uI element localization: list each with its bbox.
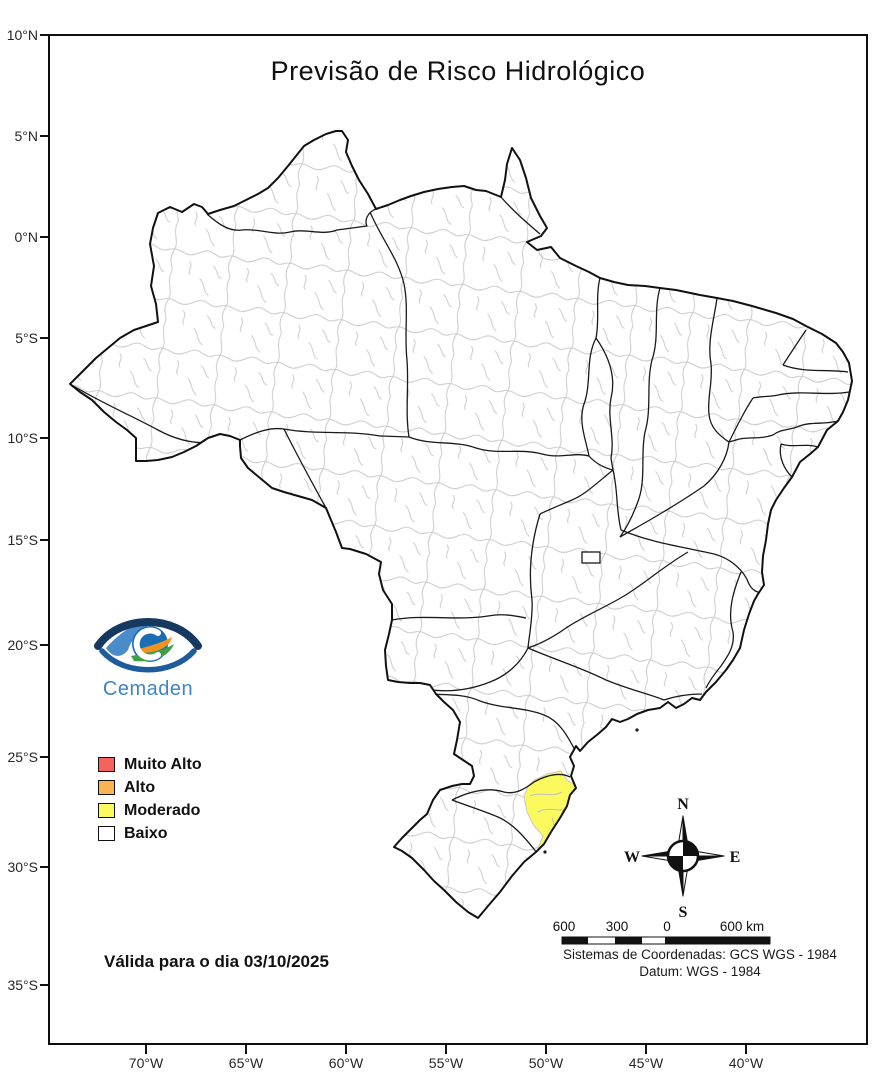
coordinate-system-note: Sistemas de Coordenadas: GCS WGS - 1984 …	[510, 946, 881, 980]
lat-label: 10°N	[6, 27, 38, 43]
compass-south-label: S	[679, 904, 688, 921]
alto-swatch	[98, 780, 115, 795]
lat-tick	[40, 866, 49, 868]
baixo-swatch	[98, 826, 115, 841]
lat-tick	[40, 756, 49, 758]
legend-item-muito-alto: Muito Alto	[98, 756, 202, 773]
legend-item-baixo: Baixo	[98, 825, 202, 842]
validity-date-text: Válida para o dia 03/10/2025	[104, 952, 329, 971]
lat-tick	[40, 236, 49, 238]
coordinate-system-line1: Sistemas de Coordenadas: GCS WGS - 1984	[563, 947, 837, 962]
lon-label: 60°W	[328, 1055, 364, 1071]
lon-tick	[645, 1045, 647, 1054]
cemaden-logo-text: Cemaden	[102, 678, 194, 700]
lon-label: 65°W	[228, 1055, 264, 1071]
lon-tick	[445, 1045, 447, 1054]
lat-label: 25°S	[7, 749, 38, 765]
risk-legend: Muito Alto Alto Moderado Baixo	[98, 756, 202, 842]
lat-tick	[40, 135, 49, 137]
legend-item-alto: Alto	[98, 779, 202, 796]
legend-label: Alto	[124, 779, 156, 796]
lat-tick	[40, 337, 49, 339]
compass-rose-icon: N S W E	[624, 796, 741, 921]
legend-label: Baixo	[124, 825, 168, 842]
scale-label: 600	[553, 919, 576, 934]
scale-label: 0	[663, 919, 671, 934]
lon-label: 50°W	[528, 1055, 564, 1071]
muito-alto-swatch	[98, 757, 115, 772]
lat-label: 5°N	[14, 128, 39, 144]
lon-label: 45°W	[628, 1055, 664, 1071]
lon-tick	[245, 1045, 247, 1054]
lat-label: 30°S	[7, 859, 38, 875]
lat-label: 15°S	[7, 532, 38, 548]
lon-label: 55°W	[428, 1055, 464, 1071]
lat-tick	[40, 34, 49, 36]
lat-label: 10°S	[7, 430, 38, 446]
lat-label: 5°S	[15, 330, 38, 346]
moderado-swatch	[98, 803, 115, 818]
scale-bar: 600 300 0 600 km	[553, 919, 771, 945]
map-frame	[48, 34, 868, 1045]
lat-tick	[40, 437, 49, 439]
map-title: Previsão de Risco Hidrológico	[270, 56, 646, 86]
lat-label: 20°S	[7, 637, 38, 653]
distrito-federal-outline	[581, 551, 601, 564]
legend-label: Muito Alto	[124, 756, 202, 773]
scale-label: 600 km	[720, 919, 764, 934]
lon-tick	[345, 1045, 347, 1054]
scale-label: 300	[606, 919, 629, 934]
lat-tick	[40, 644, 49, 646]
state-boundaries	[70, 196, 850, 854]
legend-label: Moderado	[124, 802, 201, 819]
brazil-map	[69, 130, 853, 919]
lon-label: 70°W	[128, 1055, 164, 1071]
cemaden-eye-logo-icon	[94, 618, 202, 673]
lat-tick	[40, 984, 49, 986]
lat-label: 0°N	[14, 229, 39, 245]
lon-tick	[545, 1045, 547, 1054]
island-dot	[543, 850, 547, 854]
scale-bar-segments	[561, 936, 771, 945]
compass-east-label: E	[730, 849, 741, 866]
lat-tick	[40, 539, 49, 541]
lon-label: 40°W	[728, 1055, 764, 1071]
lon-tick	[145, 1045, 147, 1054]
lat-label: 35°S	[7, 977, 38, 993]
island-dot	[635, 728, 639, 732]
coordinate-system-line2: Datum: WGS - 1984	[639, 964, 761, 979]
legend-item-moderado: Moderado	[98, 802, 202, 819]
compass-north-label: N	[677, 796, 689, 813]
compass-west-label: W	[624, 849, 640, 866]
lon-tick	[745, 1045, 747, 1054]
